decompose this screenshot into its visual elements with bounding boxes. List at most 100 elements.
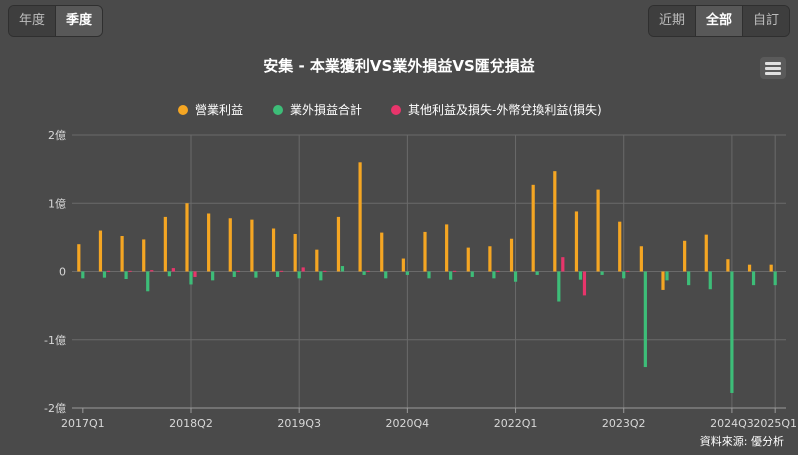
x-tick-label-6: 2024Q3 — [710, 417, 754, 430]
bar-s3-2022Q3 — [561, 257, 565, 272]
bar-s2-2017Q2 — [102, 271, 107, 278]
x-tick-label-2: 2019Q3 — [277, 417, 321, 430]
legend-marker-2 — [273, 105, 283, 115]
bar-s1-2021Q2 — [445, 224, 449, 272]
bar-s2-2023Q2 — [622, 271, 626, 279]
bar-s1-2024Q2 — [704, 234, 708, 272]
y-tick-label-0: 2億 — [48, 129, 66, 142]
legend-label-1: 營業利益 — [195, 103, 243, 117]
legend-label-3: 其他利益及損失-外幣兌換利益(損失) — [408, 102, 602, 117]
bar-s2-2021Q1 — [427, 271, 431, 279]
bar-s2-2019Q3 — [297, 271, 301, 279]
bar-s3-2017Q2 — [106, 270, 111, 272]
bar-s1-2017Q3 — [120, 236, 124, 272]
bar-s1-2024Q1 — [683, 240, 687, 272]
bar-s2-2019Q4 — [319, 271, 323, 281]
range-all-tab[interactable]: 全部 — [694, 6, 742, 36]
bar-s3-2023Q2 — [626, 270, 630, 272]
bar-s2-2018Q4 — [232, 271, 236, 277]
y-tick-label-1: 1億 — [48, 197, 66, 210]
y-tick-label-3: -1億 — [44, 334, 66, 347]
y-tick-label-2: 0 — [59, 266, 66, 279]
bar-s1-2017Q4 — [142, 239, 146, 272]
bar-s1-2019Q2 — [271, 228, 276, 272]
bar-s1-2020Q3 — [380, 232, 384, 272]
bar-s2-2021Q3 — [470, 271, 474, 277]
bar-s1-2018Q3 — [207, 213, 211, 272]
bar-s2-2017Q1 — [81, 271, 85, 279]
bar-s3-2021Q4 — [496, 270, 500, 272]
bar-s2-2024Q4 — [751, 271, 756, 286]
bar-s2-2024Q2 — [708, 271, 712, 290]
hamburger-menu-icon[interactable] — [760, 57, 786, 79]
annual-tab[interactable]: 年度 — [9, 6, 56, 36]
bar-s1-2023Q1 — [596, 189, 600, 272]
x-tick-label-7: 2025Q1 — [753, 417, 797, 430]
bar-s3-2020Q2 — [366, 270, 370, 272]
bar-s1-2022Q1 — [509, 238, 514, 272]
bar-s3-2017Q4 — [150, 270, 154, 272]
bar-s2-2018Q2 — [189, 271, 193, 285]
bar-s2-2021Q4 — [492, 271, 496, 279]
bars — [77, 162, 777, 393]
bar-s3-2019Q4 — [323, 270, 327, 272]
bar-s2-2020Q1 — [340, 266, 345, 272]
legend-label-2: 業外損益合計 — [290, 102, 362, 117]
bar-s2-2024Q3 — [730, 271, 734, 393]
bar-s1-2019Q4 — [315, 249, 319, 272]
x-tick-label-4: 2022Q1 — [494, 417, 538, 430]
bar-s2-2017Q3 — [124, 271, 128, 280]
x-axis: 2017Q1 2018Q2 2019Q3 2020Q4 2022Q1 2023Q2 2024… — [61, 407, 797, 430]
bar-s3-2021Q2 — [453, 270, 457, 272]
bar-s2-2018Q3 — [211, 271, 215, 281]
bar-s1-2018Q4 — [228, 218, 232, 272]
legend-marker-3 — [391, 105, 401, 115]
bar-s3-2022Q4 — [582, 271, 587, 296]
bar-s1-2024Q3 — [726, 259, 730, 272]
bar-s2-2022Q4 — [578, 271, 583, 280]
period-toggle: 年度 季度 — [8, 5, 104, 37]
y-tick-label-4: -2億 — [44, 402, 66, 415]
bar-s1-2018Q2 — [185, 203, 189, 272]
legend-marker-1 — [178, 105, 188, 115]
quarterly-tab[interactable]: 季度 — [55, 6, 103, 36]
bar-s2-2019Q2 — [275, 271, 280, 277]
x-tick-label-5: 2023Q2 — [602, 417, 646, 430]
x-tick-label-0: 2017Q1 — [61, 417, 105, 430]
source-note: 資料來源: 優分析 — [699, 435, 784, 448]
range-recent-tab[interactable]: 近期 — [648, 6, 695, 36]
bar-s1-2017Q1 — [77, 244, 81, 272]
bar-s1-2022Q2 — [531, 184, 535, 272]
bar-s1-2023Q3 — [639, 246, 643, 272]
bar-s2-2023Q4 — [665, 271, 669, 281]
bar-s2-2020Q4 — [405, 271, 409, 275]
bar-s3-2018Q1 — [171, 268, 175, 272]
bar-s1-2023Q4 — [661, 271, 665, 290]
bar-s1-2021Q4 — [488, 246, 492, 272]
range-custom-tab[interactable]: 自訂 — [741, 6, 789, 36]
y-axis: 2億 1億 0 -1億 -2億 — [44, 129, 66, 415]
bar-s3-2018Q4 — [236, 270, 240, 272]
bar-s1-2025Q1 — [769, 264, 773, 272]
bar-s1-2017Q2 — [98, 230, 103, 272]
legend: 營業利益 業外損益合計 其他利益及損失-外幣兌換利益(損失) — [178, 102, 602, 117]
bar-s1-2019Q3 — [293, 233, 297, 272]
bar-s2-2019Q1 — [254, 271, 258, 278]
bar-s2-2020Q3 — [384, 271, 388, 279]
bar-s2-2024Q1 — [687, 271, 691, 286]
bar-s2-2022Q2 — [535, 271, 539, 275]
bar-s1-2020Q4 — [401, 258, 405, 272]
bar-s3-2019Q3 — [301, 267, 305, 272]
bar-s2-2022Q3 — [557, 271, 561, 302]
bar-s2-2017Q4 — [146, 271, 150, 292]
bar-s2-2021Q2 — [449, 271, 453, 280]
bar-s1-2024Q4 — [747, 264, 752, 272]
bar-s3-2017Q3 — [128, 270, 132, 272]
bar-s2-2022Q1 — [513, 271, 518, 282]
bar-s1-2018Q1 — [163, 216, 167, 272]
bar-s1-2023Q2 — [618, 221, 622, 272]
bar-s3-2018Q2 — [193, 271, 197, 277]
range-toggle: 近期 全部 自訂 — [647, 5, 790, 37]
bar-s2-2018Q1 — [167, 271, 171, 277]
